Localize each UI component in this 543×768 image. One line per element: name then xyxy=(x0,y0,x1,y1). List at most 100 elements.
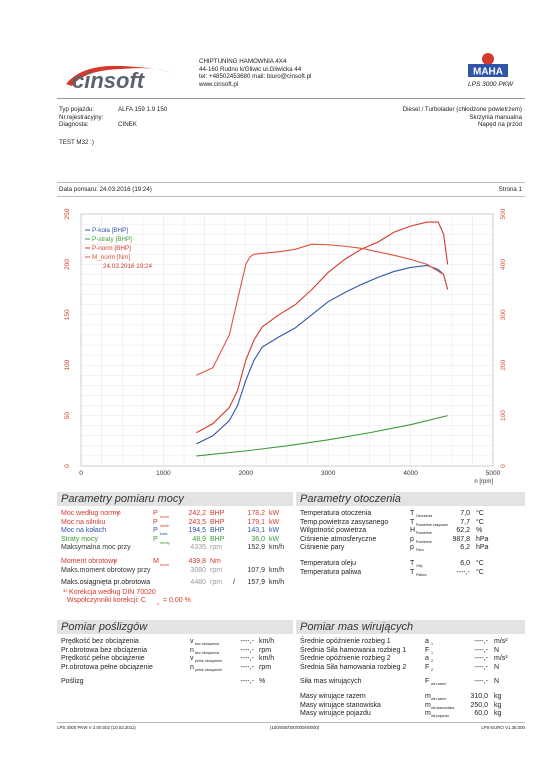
power-results-header: Parametry pomiaru mocy xyxy=(57,492,293,506)
mass-unit: m/s² xyxy=(494,638,508,645)
vehicle-diag-value: CINEK xyxy=(118,121,137,129)
env-value: 6,0 xyxy=(460,560,470,567)
drive-type: Napęd na przód xyxy=(477,121,522,129)
mass-label: Masy wirujące pojazdu xyxy=(300,710,371,718)
slip-symbol: v xyxy=(190,655,194,663)
result-unit-primary: Nm xyxy=(210,558,221,565)
divider-date-top xyxy=(57,182,525,183)
maha-model: LPS 3000 PKW xyxy=(468,81,514,88)
env-value: 7,7 xyxy=(460,518,470,526)
slip-unit: rpm xyxy=(259,663,272,671)
env-value: 62,2 xyxy=(456,527,470,535)
mass-label: Masy wirujące razem xyxy=(300,693,366,700)
footer-center: (100/000/000/000/00000) xyxy=(270,725,320,730)
result-symbol-sub: norm xyxy=(160,514,170,519)
legend-entry: M_norm [Nm] xyxy=(92,254,130,261)
test-label: TEST M32 :) xyxy=(59,139,94,146)
env-unit: °C xyxy=(476,510,484,517)
legend-entry: 24.03.2016 19:24 xyxy=(103,263,153,270)
mass-unit: N xyxy=(494,663,500,671)
result-unit-secondary: km/h xyxy=(269,544,285,552)
env-symbol-sub: Paliwo xyxy=(416,572,427,577)
mass-label: Średnie opóźnienie rozbieg 2 xyxy=(300,655,391,663)
env-symbol: T xyxy=(410,510,415,517)
mass-label: Średnia Siła hamowania rozbieg 2 xyxy=(300,663,407,671)
series-line-1 xyxy=(196,415,448,457)
slip-symbol-sub: pełne obciążenie xyxy=(195,667,222,672)
env-symbol-sub: Powietrze xyxy=(416,539,432,544)
mass-symbol: F xyxy=(425,646,430,654)
result-value-primary: 242,2 xyxy=(188,510,206,517)
y-left-tick-label: 150 xyxy=(64,309,71,320)
mass-symbol-sub: 1 xyxy=(431,650,433,655)
mass-unit: kg xyxy=(494,693,502,700)
result-unit-primary: rpm xyxy=(210,544,223,552)
result-value-primary: 194,5 xyxy=(188,527,206,535)
mass-unit: kg xyxy=(494,710,502,718)
result-symbol: M xyxy=(153,558,159,565)
env-label: Ciśnienie pary xyxy=(300,544,345,552)
result-symbol-sub: koła xyxy=(160,531,168,537)
result-value-secondary: 107,9 xyxy=(247,566,265,574)
result-label: Moc na silniku xyxy=(61,518,106,526)
y-right-tick-label: 0 xyxy=(500,464,507,468)
header-divider xyxy=(57,98,525,99)
result-unit-secondary: km/h xyxy=(269,566,285,574)
y-left-tick-label: 100 xyxy=(64,359,71,370)
mass-value: ----,- xyxy=(474,646,488,654)
mass-label: Średnie opóźnienie rozbieg 1 xyxy=(300,638,391,645)
result-label: Straty mocy xyxy=(61,535,98,543)
slip-symbol-sub: bez obciążenia xyxy=(195,642,219,646)
result-value-primary: 439,8 xyxy=(188,558,206,565)
maha-label: MAHA xyxy=(473,67,503,78)
slip-unit: km/h xyxy=(259,638,275,645)
result-separator: / xyxy=(233,579,235,587)
mass-label: Masy wirujące stanowiska xyxy=(300,701,381,709)
env-symbol-sub: Powietrze zasysane xyxy=(416,522,448,527)
slip-value: ----,- xyxy=(240,655,254,663)
y-left-tick-label: 250 xyxy=(64,208,71,219)
env-unit: hPa xyxy=(476,535,489,543)
result-footnote-mark: 1) xyxy=(116,510,121,515)
divider-date-bottom xyxy=(57,196,525,197)
company-name: CHIPTUNING HAMOWNIA 4X4 xyxy=(199,58,287,65)
mass-symbol-sub: 2 xyxy=(431,667,433,672)
mass-symbol: F xyxy=(425,663,430,671)
env-symbol: T xyxy=(410,560,415,567)
env-label: Temperatura otoczenia xyxy=(300,510,372,517)
x-tick-label: 2000 xyxy=(239,470,254,477)
result-footnote-mark: 1) xyxy=(113,558,118,563)
page-number: Strona 1 xyxy=(498,186,522,193)
result-symbol: P xyxy=(153,518,158,526)
environment-header: Parametry otoczenia xyxy=(296,492,525,506)
mass-symbol-sub: wir.razem xyxy=(431,682,447,687)
env-symbol-sub: Para xyxy=(416,548,424,553)
result-unit-secondary: kW xyxy=(269,535,280,543)
mass-header: Pomiar mas wirujących xyxy=(296,620,525,634)
env-value: 7,0 xyxy=(460,510,470,517)
mass-value: ----,- xyxy=(474,678,488,686)
result-value-secondary: 143,1 xyxy=(247,527,265,535)
result-unit-primary: BHP xyxy=(210,510,225,517)
slip-percent-label: Poślizg xyxy=(61,678,84,686)
mass-label: Siła mas wirujących xyxy=(300,678,362,686)
vehicle-reg-label: Nr.rejestracyjny: xyxy=(59,113,104,121)
vehicle-diag-label: Diagnosta: xyxy=(59,121,89,129)
y-right-tick-label: 100 xyxy=(500,410,507,421)
max-speed-label: Maks.osiągnięta pr.obrotowa xyxy=(61,579,151,587)
slip-label: Prędkość pełne obciążenie xyxy=(61,655,145,663)
slip-label: Pr.obrotowa pełne obciążenie xyxy=(61,663,153,671)
x-tick-label: 3000 xyxy=(321,470,336,477)
mass-unit: N xyxy=(494,678,500,686)
slip-symbol: n xyxy=(190,646,194,654)
company-contact: tel: +48502453680 mail: biuro@cinsoft.pl xyxy=(199,73,312,81)
result-label: Moc według normy xyxy=(61,510,120,517)
footer-divider xyxy=(57,722,525,723)
result-symbol: P xyxy=(153,535,158,543)
result-symbol-sub: norm xyxy=(160,562,170,567)
x-tick-label: 4000 xyxy=(403,470,418,477)
result-unit-primary: BHP xyxy=(210,518,225,526)
env-value: 6,2 xyxy=(460,544,470,552)
result-value-primary: 48,9 xyxy=(192,535,206,543)
x-tick-label: 5000 xyxy=(486,470,501,477)
